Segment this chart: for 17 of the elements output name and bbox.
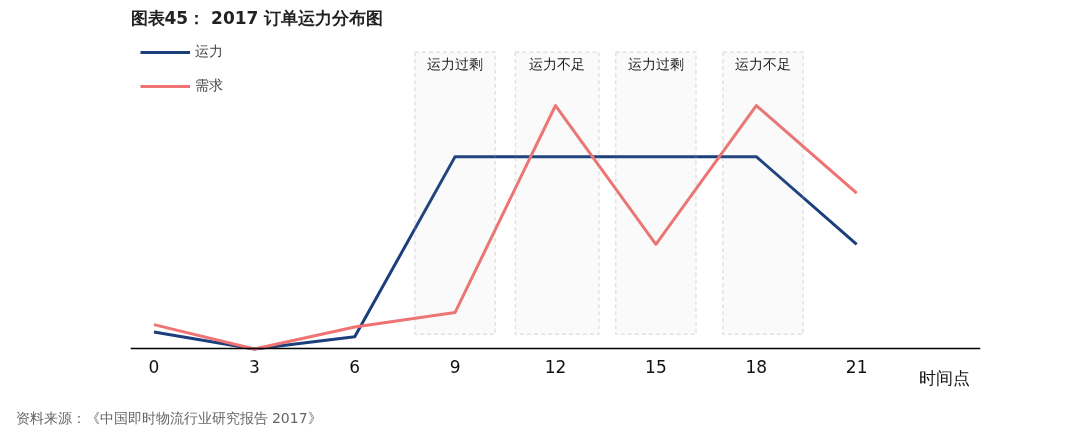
x-tick-label: 0 [148, 356, 160, 377]
x-tick-label: 3 [248, 356, 260, 377]
x-tick-label: 6 [349, 356, 361, 377]
legend-label: 需求 [195, 77, 223, 95]
x-axis-title: 时间点 [919, 368, 971, 389]
band-label: 运力过剩 [627, 56, 684, 73]
legend-label: 运力 [195, 43, 223, 61]
band-label: 运力过剩 [427, 56, 484, 73]
text: 资料来源：《中国即时物流行业研究报告 2017》 [15, 409, 322, 426]
band-label: 运力不足 [529, 56, 586, 73]
x-tick-label: 21 [845, 356, 868, 377]
x-tick-label: 18 [745, 356, 768, 377]
x-tick-label: 12 [544, 356, 567, 377]
chart-title: 图表45： 2017 订单运力分布图 [130, 7, 384, 28]
x-tick-label: 15 [645, 356, 667, 377]
x-tick-label: 9 [449, 356, 461, 377]
band-label: 运力不足 [734, 56, 791, 73]
